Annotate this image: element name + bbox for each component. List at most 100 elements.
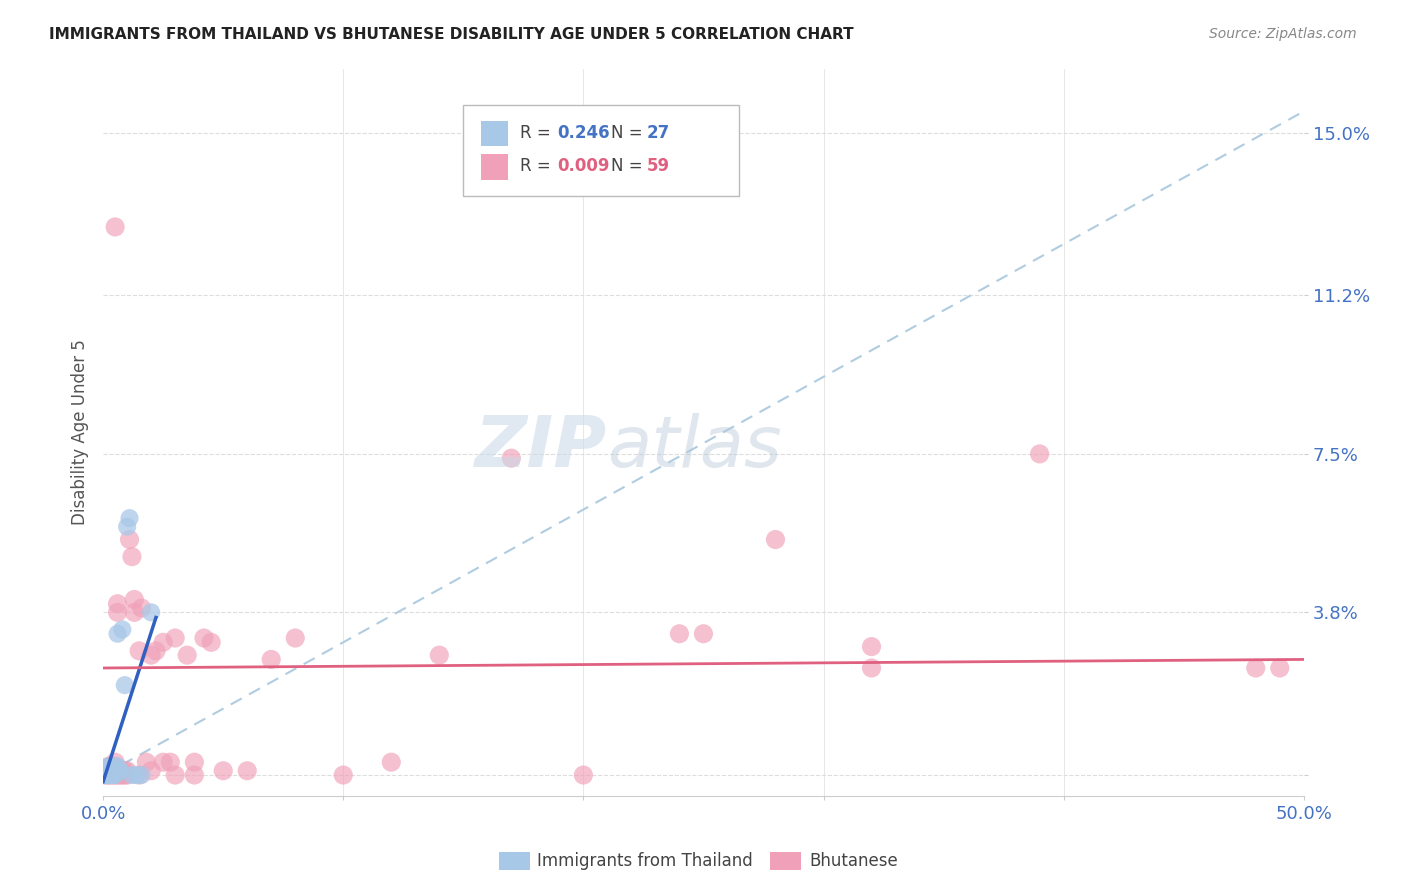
Text: Source: ZipAtlas.com: Source: ZipAtlas.com (1209, 27, 1357, 41)
Point (668, 626, 690, 640)
Point (104, 764, 127, 778)
Point (98, 759, 121, 773)
Point (501, 451, 523, 466)
Point (94, 768, 117, 782)
Point (108, 764, 131, 778)
Point (111, 623, 134, 637)
Point (94, 768, 117, 782)
Point (98, 764, 121, 778)
Bar (481, 121, 508, 146)
Point (141, 648, 163, 662)
Point (236, 764, 259, 778)
Point (1028, 447, 1050, 461)
Point (97, 764, 120, 778)
Point (860, 661, 883, 675)
Point (141, 764, 163, 778)
Point (860, 640, 883, 654)
Text: Immigrants from Thailand: Immigrants from Thailand (537, 852, 752, 870)
Point (104, 219, 127, 234)
Point (115, 764, 138, 778)
Point (183, 768, 205, 782)
Point (107, 605, 129, 619)
Point (94, 768, 117, 782)
Text: Bhutanese: Bhutanese (810, 852, 898, 870)
Point (145, 644, 167, 658)
Point (765, 533, 787, 547)
Point (107, 597, 129, 611)
Point (260, 652, 283, 666)
Point (193, 631, 215, 645)
Point (159, 755, 181, 769)
Point (332, 768, 354, 782)
Point (212, 764, 235, 778)
Point (111, 764, 134, 778)
Point (124, 592, 146, 607)
Point (111, 768, 134, 782)
Text: R =: R = (520, 157, 555, 175)
Y-axis label: Disability Age Under 5: Disability Age Under 5 (72, 340, 89, 525)
Point (128, 644, 150, 658)
Point (108, 764, 131, 778)
Point (380, 755, 402, 769)
Point (97, 759, 120, 773)
Text: N =: N = (612, 124, 648, 142)
Point (141, 605, 163, 619)
Point (165, 768, 187, 782)
Point (104, 764, 127, 778)
Point (121, 549, 143, 564)
Point (98, 759, 121, 773)
Text: IMMIGRANTS FROM THAILAND VS BHUTANESE DISABILITY AGE UNDER 5 CORRELATION CHART: IMMIGRANTS FROM THAILAND VS BHUTANESE DI… (49, 27, 853, 42)
Point (101, 768, 124, 782)
Point (114, 678, 136, 692)
Point (131, 768, 153, 782)
Point (94, 764, 117, 778)
Point (104, 755, 127, 769)
Point (125, 768, 148, 782)
Text: atlas: atlas (607, 412, 782, 482)
Point (152, 755, 174, 769)
Point (128, 768, 150, 782)
Point (108, 768, 131, 782)
Text: ZIP: ZIP (475, 412, 607, 482)
Point (97, 768, 120, 782)
Point (97, 764, 120, 778)
Point (98, 768, 121, 782)
Point (118, 511, 141, 525)
Point (108, 764, 131, 778)
Point (101, 768, 124, 782)
Point (427, 648, 450, 662)
Point (98, 764, 121, 778)
Point (97, 759, 120, 773)
Text: N =: N = (612, 157, 648, 175)
Point (104, 759, 127, 773)
Point (692, 626, 714, 640)
Point (104, 768, 127, 782)
Point (114, 768, 136, 782)
Point (101, 764, 124, 778)
Point (104, 759, 127, 773)
Point (200, 635, 222, 649)
Point (572, 768, 595, 782)
Text: 59: 59 (647, 157, 671, 175)
Point (115, 768, 138, 782)
Point (131, 601, 153, 615)
Point (165, 631, 187, 645)
Text: R =: R = (520, 124, 555, 142)
Point (124, 605, 146, 619)
Point (152, 635, 174, 649)
Point (97, 768, 120, 782)
Point (114, 764, 136, 778)
Point (115, 519, 138, 533)
Point (1244, 661, 1267, 675)
Text: 0.246: 0.246 (557, 124, 610, 142)
Point (107, 626, 129, 640)
Point (94, 764, 117, 778)
Point (118, 533, 141, 547)
Point (107, 768, 129, 782)
Text: 27: 27 (647, 124, 671, 142)
Bar (481, 154, 508, 180)
Point (107, 764, 129, 778)
Text: 0.009: 0.009 (557, 157, 609, 175)
Point (107, 759, 129, 773)
Point (121, 768, 143, 782)
